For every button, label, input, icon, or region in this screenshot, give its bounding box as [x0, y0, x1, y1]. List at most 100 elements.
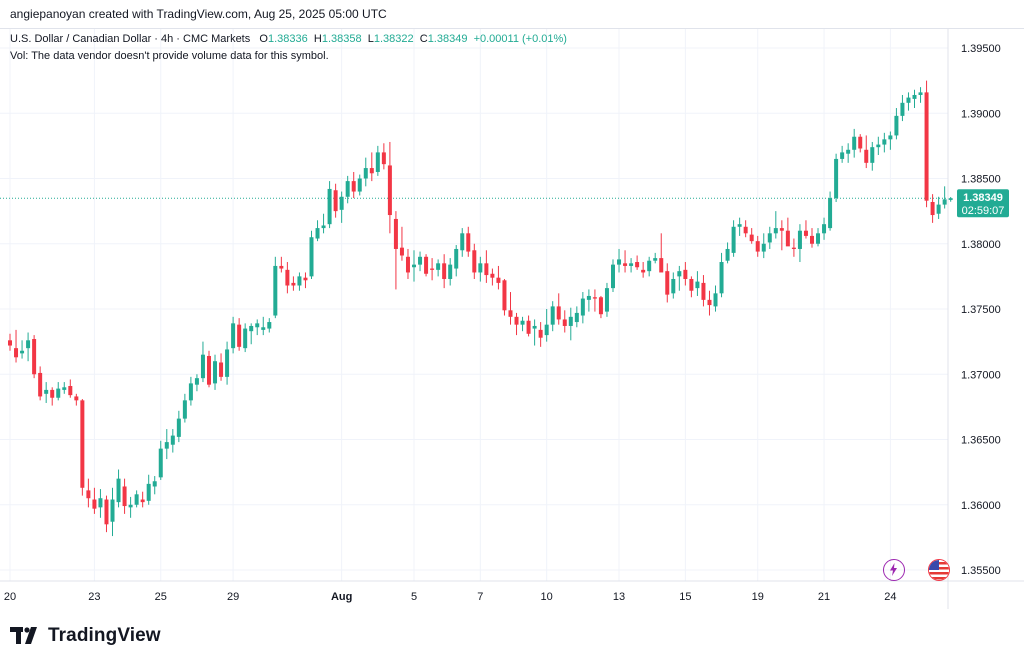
candle[interactable] — [731, 220, 736, 257]
candle[interactable] — [309, 230, 314, 279]
candle[interactable] — [828, 191, 833, 231]
candle[interactable] — [436, 259, 441, 277]
candle[interactable] — [623, 250, 628, 273]
candle[interactable] — [749, 228, 754, 244]
candle[interactable] — [797, 224, 802, 263]
candle[interactable] — [255, 319, 260, 336]
candle[interactable] — [948, 197, 953, 202]
candle[interactable] — [122, 478, 127, 514]
candle[interactable] — [659, 233, 664, 273]
candle[interactable] — [442, 254, 447, 289]
candle[interactable] — [351, 171, 356, 199]
candle[interactable] — [267, 318, 272, 333]
candle[interactable] — [454, 245, 459, 277]
candle[interactable] — [538, 322, 543, 347]
candle[interactable] — [701, 275, 706, 307]
candle[interactable] — [321, 213, 326, 234]
candle[interactable] — [677, 265, 682, 291]
candle[interactable] — [629, 258, 634, 273]
candle[interactable] — [345, 175, 350, 204]
candle[interactable] — [369, 152, 374, 182]
candle[interactable] — [816, 228, 821, 247]
candle[interactable] — [339, 191, 344, 223]
candle[interactable] — [213, 354, 218, 390]
us-flag-icon[interactable] — [928, 559, 950, 581]
candle[interactable] — [592, 289, 597, 312]
candle[interactable] — [219, 353, 224, 381]
candle[interactable] — [44, 382, 49, 403]
candle[interactable] — [725, 242, 730, 264]
candle[interactable] — [80, 399, 85, 496]
candle[interactable] — [918, 87, 923, 103]
chart-frame[interactable] — [0, 28, 1024, 610]
candle[interactable] — [755, 235, 760, 257]
candle[interactable] — [611, 259, 615, 293]
candle[interactable] — [357, 174, 362, 196]
candle[interactable] — [900, 94, 905, 122]
candle[interactable] — [472, 243, 477, 279]
candle[interactable] — [719, 252, 724, 298]
candle[interactable] — [110, 487, 115, 537]
candle[interactable] — [773, 211, 778, 239]
candle[interactable] — [14, 329, 19, 363]
candle[interactable] — [653, 252, 658, 264]
candle[interactable] — [791, 238, 796, 257]
legend-symbol-line[interactable]: U.S. Dollar / Canadian Dollar · 4h · CMC… — [10, 33, 567, 45]
candle[interactable] — [8, 333, 12, 351]
candle[interactable] — [315, 220, 320, 242]
candle[interactable] — [418, 251, 423, 272]
candle[interactable] — [249, 323, 254, 345]
candle[interactable] — [852, 128, 857, 158]
candle[interactable] — [32, 335, 37, 379]
candle[interactable] — [285, 262, 290, 294]
candle[interactable] — [152, 476, 157, 495]
candle[interactable] — [20, 340, 25, 359]
candle[interactable] — [876, 136, 881, 156]
candle[interactable] — [888, 131, 893, 150]
candle[interactable] — [496, 265, 501, 290]
candle[interactable] — [50, 387, 55, 406]
candle[interactable] — [840, 145, 845, 163]
candle[interactable] — [544, 309, 549, 342]
candle[interactable] — [671, 272, 676, 299]
candle[interactable] — [393, 211, 398, 290]
candle[interactable] — [26, 332, 31, 362]
candle[interactable] — [237, 318, 242, 351]
candle[interactable] — [514, 312, 519, 336]
candle[interactable] — [689, 276, 694, 298]
candle[interactable] — [448, 258, 453, 286]
candle[interactable] — [858, 134, 863, 153]
candle[interactable] — [333, 183, 338, 218]
candle[interactable] — [231, 316, 236, 354]
candle[interactable] — [92, 487, 97, 514]
candle[interactable] — [98, 489, 103, 518]
candle[interactable] — [176, 410, 181, 443]
candle[interactable] — [598, 295, 603, 319]
candle[interactable] — [478, 256, 483, 282]
candle[interactable] — [665, 263, 670, 303]
candle[interactable] — [104, 495, 109, 533]
candle[interactable] — [170, 429, 175, 453]
candle[interactable] — [864, 135, 869, 169]
candle[interactable] — [188, 376, 193, 406]
candle[interactable] — [906, 92, 911, 111]
candle[interactable] — [273, 256, 278, 319]
candle[interactable] — [261, 316, 266, 336]
candle[interactable] — [586, 289, 591, 312]
candle[interactable] — [128, 496, 133, 518]
candle[interactable] — [62, 382, 67, 394]
candle[interactable] — [460, 228, 465, 257]
tradingview-logo[interactable]: TradingView — [10, 625, 161, 647]
candle[interactable] — [647, 256, 652, 277]
candle[interactable] — [375, 145, 380, 176]
candle[interactable] — [604, 282, 609, 317]
candle[interactable] — [140, 491, 145, 508]
candle[interactable] — [743, 220, 748, 238]
candle[interactable] — [834, 153, 839, 202]
candle[interactable] — [737, 217, 742, 236]
candle[interactable] — [134, 490, 139, 508]
candle[interactable] — [803, 220, 808, 239]
candle[interactable] — [381, 143, 386, 170]
candle[interactable] — [822, 217, 827, 240]
